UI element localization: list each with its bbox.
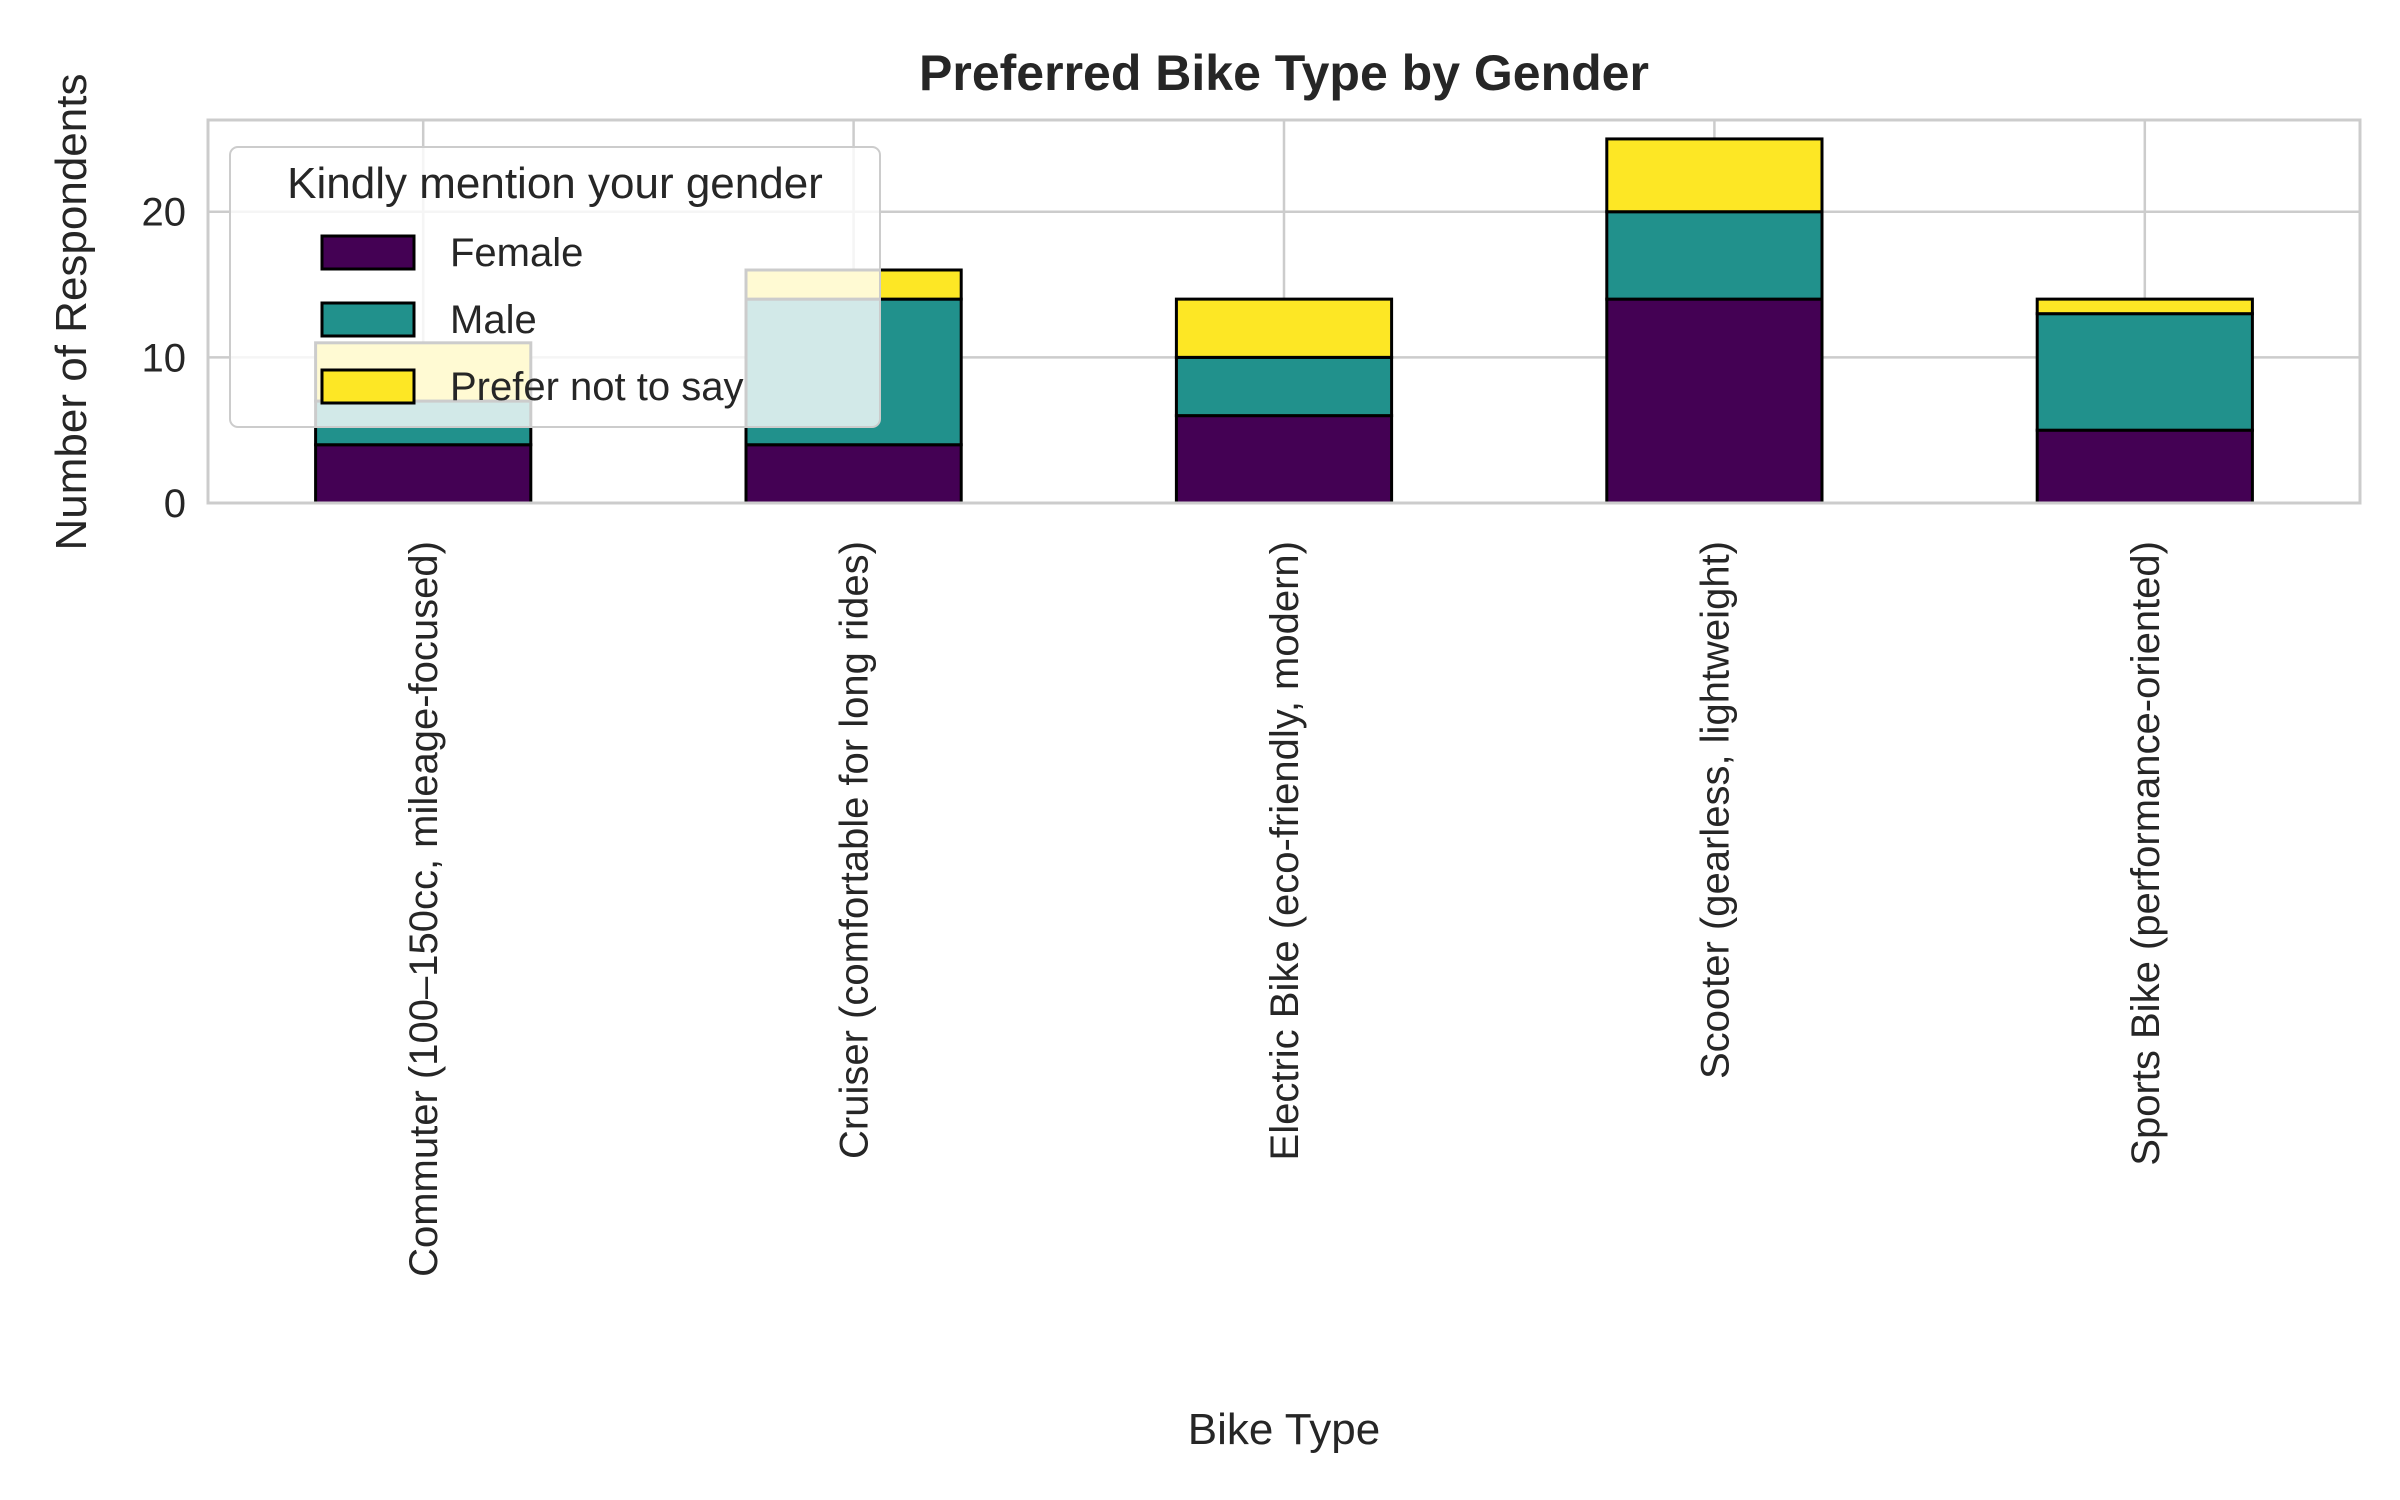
bar-segment [744,443,963,505]
bar-segment [1605,210,1824,301]
legend-entry-label: Male [450,298,537,342]
legend-swatch [320,234,416,271]
y-tick-label: 0 [164,482,186,526]
legend-swatch [320,368,416,405]
legend: Kindly mention your gender Female Male Pre… [229,146,881,428]
x-tick-label: Cruiser (comfortable for long rides) [833,541,877,1159]
y-axis-label: Number of Respondents [47,74,96,551]
bar-segment [2035,428,2254,505]
legend-entry-label: Female [450,231,583,275]
x-axis-label: Bike Type [1188,1405,1380,1454]
bar-segment [2035,297,2254,316]
legend-swatch [320,301,416,338]
x-tick-label: Electric Bike (eco-friendly, modern) [1263,541,1307,1160]
x-tick-labels: Commuter (100–150cc, mileage-focused) Cru… [402,541,2168,1277]
bar-segment [1605,297,1824,505]
bar-segment [1174,355,1394,418]
legend-title: Kindly mention your gender [287,159,823,208]
bar-segment [1174,414,1394,505]
bar-segment [314,443,533,505]
x-tick-label: Scooter (gearless, lightweight) [1693,541,1737,1079]
x-tick-label: Commuter (100–150cc, mileage-focused) [402,541,446,1277]
plot-frame [206,118,2362,505]
bar-segment [1174,297,1394,359]
legend-entry-label: Prefer not to say [450,365,743,409]
legend-box [229,146,881,428]
bar-segment [2035,312,2254,432]
y-tick-labels: 0 10 20 [142,191,187,526]
bar-segment [1605,137,1824,214]
y-tick-label: 10 [142,336,187,380]
chart-title: Preferred Bike Type by Gender [919,45,1649,101]
y-tick-label: 20 [142,191,187,235]
legend-entries: Female Male Prefer not to say [320,231,743,409]
x-tick-label: Sports Bike (performance-oriented) [2124,541,2168,1166]
